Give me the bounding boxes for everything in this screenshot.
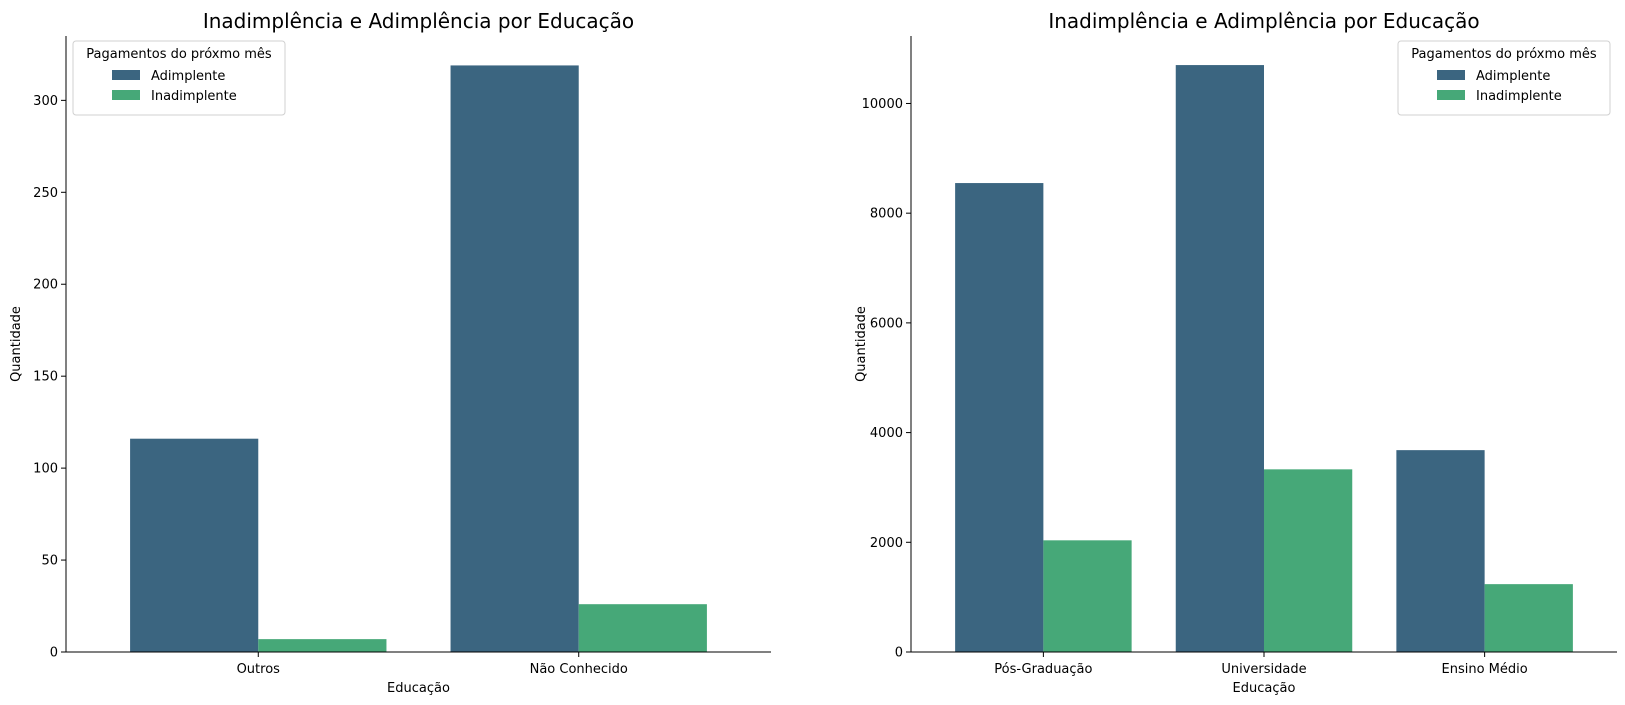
bar-adimplente: [1175, 65, 1264, 652]
x-tick-label: Universidade: [1221, 662, 1306, 677]
y-tick-label: 0: [50, 646, 58, 661]
x-tick-label: Não Conhecido: [530, 662, 628, 677]
y-axis-label: Quantidade: [854, 306, 869, 382]
chart-title: Inadimplência e Adimplência por Educação: [1048, 9, 1479, 33]
y-tick-label: 200: [33, 278, 58, 293]
bar-inadimplente: [1043, 540, 1132, 652]
legend-swatch-adimplente: [1437, 70, 1465, 80]
legend-label-adimplente: Adimplente: [151, 69, 225, 84]
y-tick-label: 8000: [870, 207, 903, 222]
legend-label-inadimplente: Inadimplente: [1476, 89, 1562, 104]
bar-adimplente: [955, 183, 1044, 652]
y-tick-label: 2000: [870, 536, 903, 551]
bar-inadimplente: [1484, 584, 1573, 652]
legend-title: Pagamentos do próxmo mês: [86, 47, 272, 62]
y-axis-label: Quantidade: [9, 306, 24, 382]
legend-swatch-inadimplente: [112, 90, 140, 100]
y-tick-label: 250: [33, 186, 58, 201]
x-tick-label: Pós-Graduação: [994, 662, 1092, 677]
y-tick-label: 150: [33, 370, 58, 385]
y-tick-label: 10000: [862, 97, 903, 112]
bar-adimplente: [450, 65, 579, 652]
y-tick-label: 100: [33, 462, 58, 477]
x-tick-label: Ensino Médio: [1442, 662, 1528, 677]
legend-swatch-inadimplente: [1437, 90, 1465, 100]
legend-title: Pagamentos do próxmo mês: [1411, 47, 1597, 62]
y-tick-label: 300: [33, 94, 58, 109]
x-tick-label: Outros: [237, 662, 281, 677]
legend-swatch-adimplente: [112, 70, 140, 80]
bar-adimplente: [1396, 450, 1485, 652]
y-tick-label: 50: [41, 554, 58, 569]
bar-inadimplente: [578, 604, 707, 652]
bar-inadimplente: [1264, 469, 1353, 652]
y-tick-label: 4000: [870, 426, 903, 441]
legend-label-adimplente: Adimplente: [1476, 69, 1550, 84]
x-axis-label: Educação: [387, 681, 450, 696]
y-tick-label: 0: [895, 646, 903, 661]
bar-adimplente: [130, 438, 259, 652]
bar-inadimplente: [258, 639, 387, 652]
chart-title: Inadimplência e Adimplência por Educação: [203, 9, 634, 33]
legend-label-inadimplente: Inadimplente: [151, 89, 237, 104]
x-axis-label: Educação: [1233, 681, 1296, 696]
y-tick-label: 6000: [870, 316, 903, 331]
